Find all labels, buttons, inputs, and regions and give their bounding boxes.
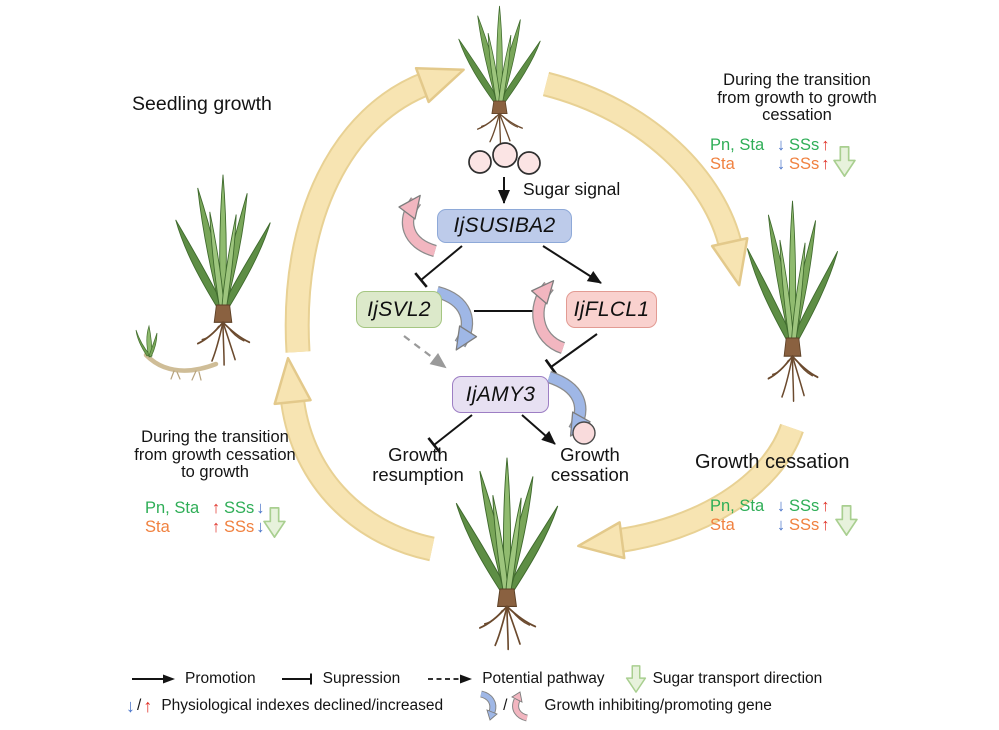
up-arrow-icon: ↑ (821, 497, 830, 515)
physio-index-rows: Pn, Sta ↓ SSs ↑ Sta ↓ SSs ↑ (710, 136, 830, 174)
down-arrow-icon: ↓ (256, 518, 265, 536)
down-arrow-icon: ↓ (776, 155, 786, 173)
up-arrow-icon: ↑ (211, 499, 221, 517)
index-row: Pn, Sta ↓ SSs ↑ (710, 136, 830, 154)
sugar-granules (468, 142, 541, 175)
index-row: Sta ↓ SSs ↑ (710, 516, 830, 534)
cycle-arrow-top-left (284, 66, 465, 353)
legend-physiological-label: Physiological indexes declined/increased (161, 697, 444, 714)
physio-index-rows: Pn, Sta ↑ SSs ↓ Sta ↑ SSs ↓ (145, 499, 265, 537)
susiba2-promotes-flcl1 (542, 245, 602, 284)
index-row: Pn, Sta ↑ SSs ↓ (145, 499, 265, 517)
panel-transition-to-cessation: During the transition from growth to gro… (672, 71, 922, 177)
gene-label-amy3: IjAMY3 (465, 382, 536, 406)
panel-text: During the transition from growth to gro… (717, 71, 877, 124)
sugar-transport-arrow-icon (625, 665, 646, 693)
flcl1-suppresses-amy3 (544, 333, 598, 376)
growth-resumption-label: Growth resumption (372, 444, 464, 485)
promoting-gene-arrow-susiba2 (398, 194, 438, 258)
susiba2-suppresses-svl2 (414, 245, 463, 288)
index-row: Pn, Sta ↓ SSs ↑ (710, 497, 830, 515)
inhibiting-gene-arrow-amy3 (546, 371, 591, 437)
seedling-growth-label: Seedling growth (132, 93, 272, 115)
gene-label-svl2: IjSVL2 (367, 297, 431, 321)
legend-row-1: Promotion Supression Potential pathway S… (130, 665, 823, 693)
inhibiting-gene-arrow-icon (480, 690, 498, 721)
suppression-bar-icon (281, 673, 312, 685)
legend-potential-label: Potential pathway (482, 670, 605, 687)
down-arrow-icon: ↓ (776, 136, 786, 154)
legend-promotion-label: Promotion (185, 670, 256, 687)
legend-gene-arrows-label: Growth inhibiting/promoting gene (544, 697, 772, 714)
plant-right (746, 199, 839, 402)
promotion-arrow-icon (132, 674, 175, 684)
up-arrow-icon: ↑ (821, 155, 830, 173)
amy3-promotes-growth-cessation (521, 414, 556, 445)
plant-top (457, 5, 542, 146)
legend-suppression-label: Supression (322, 670, 401, 687)
amy3-suppresses-growth-resumption (427, 414, 473, 453)
declined-arrow-icon: ↓ (126, 696, 135, 716)
panel-transition-to-growth: During the transition from growth cessat… (134, 428, 296, 481)
up-arrow-icon: ↑ (821, 516, 830, 534)
gene-label-flcl1: IjFLCL1 (573, 297, 650, 321)
pathway-arrows (414, 177, 602, 453)
down-arrow-icon: ↓ (776, 516, 786, 534)
physio-index-rows: Pn, Sta ↓ SSs ↑ Sta ↓ SSs ↑ (710, 497, 830, 535)
sugar-transport-arrow-icon (833, 146, 856, 177)
promoting-gene-arrow-icon (511, 691, 529, 722)
inhibiting-gene-arrow-svl2 (435, 285, 478, 351)
sugar-transport-arrow-icon (835, 505, 858, 536)
growth-cessation-stage-label: Growth cessation (695, 451, 850, 473)
growth-cessation-center-label: Growth cessation (550, 444, 630, 485)
gene-box-svl2: IjSVL2 (356, 291, 442, 328)
gene-box-amy3: IjAMY3 (452, 376, 549, 413)
down-arrow-icon: ↓ (776, 497, 786, 515)
index-row: Sta ↓ SSs ↑ (710, 155, 830, 173)
up-arrow-icon: ↑ (211, 518, 221, 536)
gene-box-flcl1: IjFLCL1 (566, 291, 657, 328)
promoting-gene-arrow-flcl1 (530, 280, 566, 354)
gene-box-susiba2: IjSUSIBA2 (437, 209, 572, 243)
potential-pathway-arrow-icon (428, 674, 473, 684)
plant-left (174, 173, 272, 366)
index-row: Sta ↑ SSs ↓ (145, 518, 265, 536)
plant-left-stolon (135, 324, 219, 381)
legend-row-2: ↓ / ↑ Physiological indexes declined/inc… (126, 690, 772, 722)
sugar-granule-single (572, 421, 596, 445)
sugar-signal-label: Sugar signal (523, 179, 621, 199)
increased-arrow-icon: ↑ (143, 696, 153, 716)
down-arrow-icon: ↓ (256, 499, 265, 517)
cycle-arrow-bottom-right (577, 423, 804, 560)
gene-label-susiba2: IjSUSIBA2 (453, 214, 556, 237)
legend-sugar-transport-label: Sugar transport direction (652, 670, 823, 687)
sugar-transport-arrow-icon (263, 507, 286, 538)
cycle-arrow-bottom-left (273, 356, 435, 562)
plant-bottom (455, 456, 559, 651)
cycle-arrow-top-right (542, 71, 749, 287)
up-arrow-icon: ↑ (821, 136, 830, 154)
svl2-potential-pathway-amy3 (403, 335, 447, 369)
